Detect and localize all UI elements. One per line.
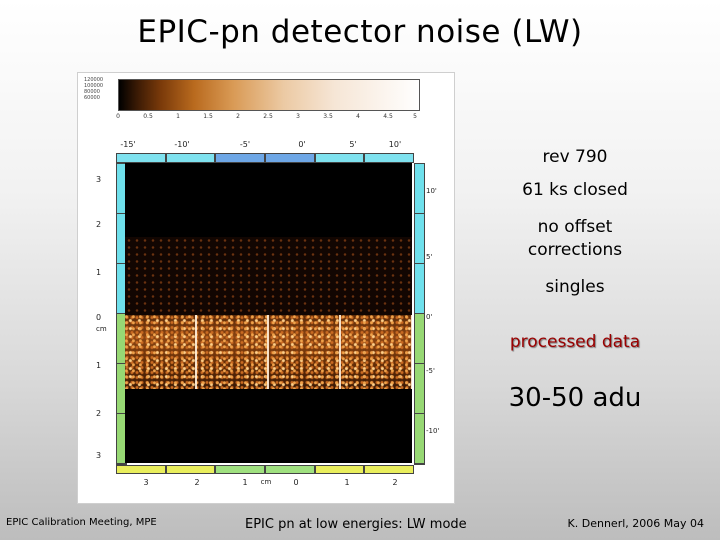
colorbar [118, 79, 420, 111]
slide-title: EPIC-pn detector noise (LW) [137, 14, 583, 50]
noise-region-upper [125, 237, 412, 315]
ccd-segment [116, 465, 166, 474]
footer-topic: EPIC pn at low energies: LW mode [245, 517, 467, 532]
ccd-segment [215, 153, 266, 163]
ccd-segment [364, 153, 415, 163]
noise-band-bright [125, 315, 412, 389]
colorbar-ticks: 0 0.5 1 1.5 2 2.5 3 3.5 4 4.5 5 [116, 113, 417, 120]
footer-author-date: K. Dennerl, 2006 May 04 [567, 517, 704, 530]
top-degree-ticks: -15' -10' -5' 0' 5' 10' [120, 140, 402, 149]
right-degree-ticks: 10' 5' 0' -5' -10' [426, 187, 440, 435]
rev-label: rev 790 [542, 147, 608, 167]
right-ccd-bar [414, 163, 425, 465]
ccd-segment [314, 465, 365, 474]
footer-meeting: EPIC Calibration Meeting, MPE [6, 517, 157, 528]
ccd-segment [165, 153, 216, 163]
ccd-segment [265, 465, 315, 474]
detector-image-figure: 120000 100000 80000 60000 0 0.5 1 1.5 2 … [77, 72, 455, 504]
colorbar-y-labels: 120000 100000 80000 60000 [84, 77, 104, 101]
ccd-segment [165, 465, 216, 474]
processed-data-label: processed data [509, 332, 641, 352]
offset-label-line2: corrections [527, 240, 623, 260]
adu-range-label: 30-50 adu [508, 383, 642, 413]
bottom-cm-ticks: 3 2 1 cm 0 1 2 [143, 478, 398, 487]
closed-time-label: 61 ks closed [522, 180, 628, 200]
top-ccd-frame [116, 153, 415, 163]
detector-noise-image [125, 163, 412, 463]
left-cm-ticks: 3 2 1 0 cm 1 2 3 [96, 175, 107, 460]
ccd-segment [215, 465, 266, 474]
ccd-segment [116, 153, 166, 163]
singles-label: singles [545, 277, 605, 297]
ccd-segment [364, 465, 415, 474]
ccd-segment [314, 153, 365, 163]
offset-label-line1: no offset [537, 217, 613, 237]
bottom-ccd-frame [116, 465, 415, 474]
ccd-segment [265, 153, 315, 163]
